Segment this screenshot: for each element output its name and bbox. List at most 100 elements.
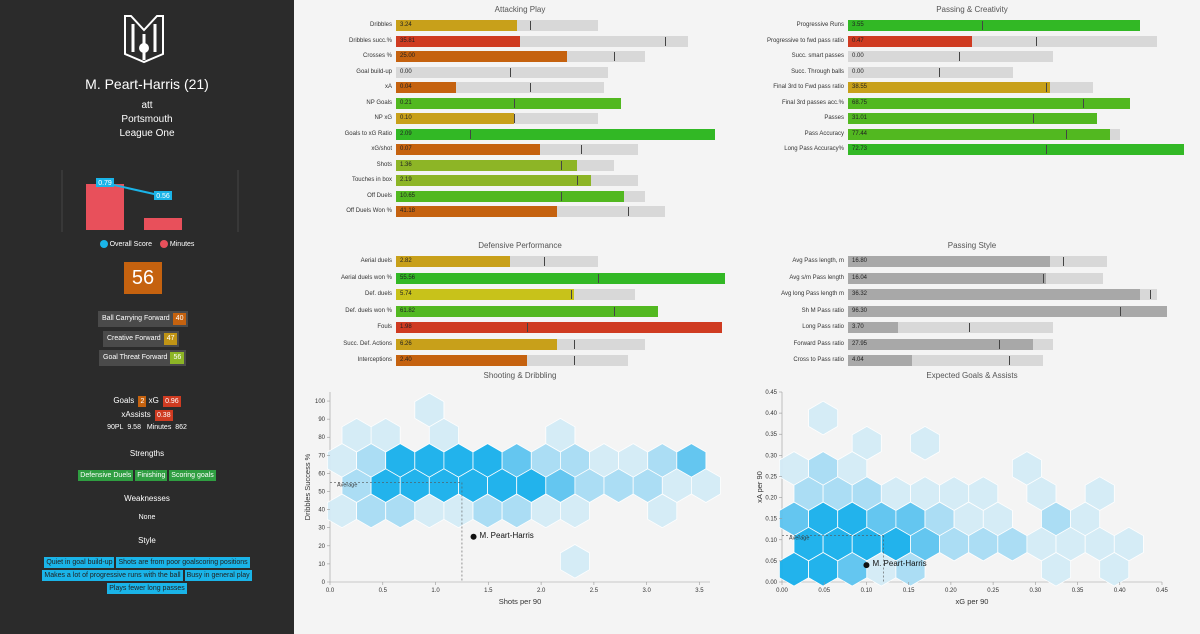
stat-row: Aerial duels 2.82 <box>300 256 732 267</box>
hex-bin <box>560 544 590 579</box>
stat-value: 41.18 <box>400 208 416 214</box>
x-tick-label: 2.0 <box>537 588 546 594</box>
x-tick-label: 0.05 <box>818 588 830 594</box>
stat-label: Dribbles <box>369 22 392 28</box>
stat-row: Succ. Def. Actions 6.26 <box>300 338 732 350</box>
stat-row: Long Pass Accuracy% 72.73 <box>752 144 1184 155</box>
stat-value: 1.98 <box>400 324 412 330</box>
stat-value: 0.07 <box>400 146 412 152</box>
xassists-label: xAssists <box>121 410 151 419</box>
style-title: Style <box>138 536 156 545</box>
x-tick-label: 0.15 <box>903 588 915 594</box>
minutes-stat-label: Minutes <box>146 424 172 431</box>
stat-label: Fouls <box>377 324 392 330</box>
shooting-dribbling-chart: Shooting & Dribbling 0.0 0.5 1.0 1.5 2.0 2.5 3.… <box>303 371 721 606</box>
stat-value: 5.74 <box>400 291 412 297</box>
stat-label: Aerial duels <box>360 258 392 264</box>
stat-row: Succ. smart passes 0.00 <box>752 51 1184 62</box>
chart-title: Expected Goals & Assists <box>926 371 1017 380</box>
stat-value: 55.56 <box>400 274 416 281</box>
y-tick-label: 20 <box>318 544 325 550</box>
stat-track <box>848 35 1158 47</box>
x-tick-label: 0.45 <box>1156 588 1168 594</box>
goals-label: Goals <box>113 396 135 405</box>
stat-label: xA <box>384 84 392 90</box>
average-marker <box>999 339 1001 349</box>
player-label: M. Peart-Harris <box>872 559 926 568</box>
stat-row: Progressive to fwd pass ratio 0.47 <box>752 35 1184 47</box>
x-tick-label: 0.25 <box>987 588 999 594</box>
stat-value: 0.47 <box>852 37 864 44</box>
x-tick-label: 1.5 <box>484 588 493 594</box>
stat-value: 27.95 <box>852 340 868 347</box>
stat-row: Succ. Through balls 0.00 <box>752 66 1184 78</box>
stat-label: Passes <box>824 115 844 121</box>
stat-bar <box>396 272 726 284</box>
average-marker <box>958 52 960 61</box>
average-marker <box>614 306 616 316</box>
player-point <box>863 562 870 569</box>
stat-row: NP Goals 0.21 <box>300 97 732 109</box>
x-axis-label: xG per 90 <box>956 597 989 606</box>
p90-label: 90PL <box>107 424 124 431</box>
stat-value: 2.40 <box>400 357 412 363</box>
x-tick-label: 0.20 <box>945 588 957 594</box>
stat-label: Avg s/m Pass length <box>789 274 844 281</box>
x-tick-label: 3.5 <box>695 588 704 594</box>
y-tick-label: 0.10 <box>765 538 777 544</box>
overall-value: 0.79 <box>98 180 112 187</box>
y-tick-label: 60 <box>318 471 325 477</box>
stat-track <box>396 82 605 93</box>
average-marker <box>1032 114 1034 123</box>
score-minutes-chart: 0.79 0.56 <box>61 170 239 232</box>
player-score: 56 <box>124 262 162 294</box>
stat-bar <box>848 82 1050 93</box>
stat-bar <box>848 256 1050 267</box>
stat-value: 96.30 <box>852 307 868 314</box>
style-tag: Quiet in goal build-up <box>44 557 115 568</box>
strength-tag: Scoring goals <box>169 470 216 481</box>
stat-bar <box>396 322 722 333</box>
stat-row: Dribbles succ.% 35.81 <box>300 35 732 47</box>
stat-track <box>848 66 1013 78</box>
panel-title: Attacking Play <box>494 5 546 14</box>
stat-bar <box>848 144 1184 155</box>
stat-row: Avg s/m Pass length 16.04 <box>752 272 1184 284</box>
average-marker <box>560 160 562 170</box>
average-marker <box>597 273 599 283</box>
stat-value: 2.19 <box>400 177 412 183</box>
average-marker <box>574 356 576 365</box>
xg-value: 0.96 <box>163 396 181 407</box>
stat-bar <box>396 190 625 202</box>
x-tick-label: 0.10 <box>861 588 873 594</box>
y-tick-label: 0.30 <box>765 453 777 459</box>
stat-label: Succ. Def. Actions <box>343 340 392 347</box>
average-marker <box>580 145 582 154</box>
xg-label: xG <box>148 396 159 405</box>
stat-value: 4.04 <box>852 357 864 363</box>
y-tick-label: 0.00 <box>765 580 777 586</box>
stat-label: xG/shot <box>371 146 392 152</box>
y-tick-label: 100 <box>315 399 326 405</box>
y-tick-label: 0.05 <box>765 559 777 565</box>
player-point <box>470 533 477 540</box>
stat-row: Fouls 1.98 <box>300 322 732 333</box>
stat-label: Off Duels <box>367 192 392 199</box>
y-tick-label: 0.20 <box>765 496 777 502</box>
stat-row: Avg Pass length, m 16.80 <box>752 256 1184 267</box>
stat-bar <box>396 51 568 62</box>
stat-label: Succ. smart passes <box>791 53 844 59</box>
x-tick-label: 0.0 <box>326 588 335 594</box>
average-marker <box>513 114 515 123</box>
role-badge: Ball Carrying Forward 40 <box>98 311 189 327</box>
stat-label: Shots <box>376 161 392 168</box>
average-marker <box>938 67 940 77</box>
role-value: 56 <box>170 352 185 364</box>
stat-value: 0.04 <box>400 84 412 90</box>
stat-label: Final 3rd passes acc.% <box>781 99 844 106</box>
player-league: League One <box>119 128 175 139</box>
stat-value: 0.21 <box>400 99 412 106</box>
logo-icon <box>124 15 164 64</box>
average-marker <box>1120 306 1122 316</box>
stat-bar <box>848 289 1141 300</box>
